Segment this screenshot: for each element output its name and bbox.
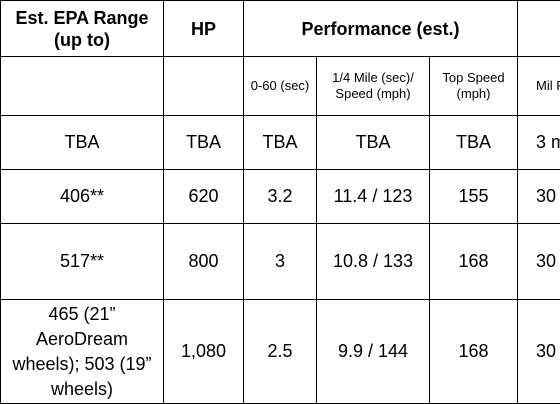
cell-zero-sixty: 3.2	[243, 169, 317, 224]
header-range: Est. EPA Range (up to)	[0, 0, 164, 57]
cell-quarter-mile: 11.4 / 123	[316, 169, 430, 224]
subheader-partial: Mil Fas	[517, 56, 560, 116]
cell-quarter-mile: TBA	[316, 115, 430, 170]
table-row: 517** 800 3 10.8 / 133 168 30 m	[0, 223, 560, 300]
cell-range: TBA	[0, 115, 164, 170]
cell-quarter-mile: 9.9 / 144	[316, 299, 430, 404]
cell-top-speed: TBA	[428, 115, 519, 170]
subheader-empty-hp	[163, 56, 244, 116]
cell-top-speed: 168	[428, 299, 519, 404]
cell-zero-sixty: 2.5	[243, 299, 317, 404]
cell-zero-sixty: 3	[243, 223, 317, 300]
cell-top-speed: 168	[428, 223, 519, 300]
cell-hp: 800	[163, 223, 244, 300]
cell-top-speed: 155	[428, 169, 519, 224]
cell-hp: 620	[163, 169, 244, 224]
cell-partial: 30 m	[517, 223, 560, 300]
cell-partial: 3 m	[517, 115, 560, 170]
cell-partial: 30 m	[517, 169, 560, 224]
table-row: TBA TBA TBA TBA TBA 3 m	[0, 115, 560, 170]
table-row: 465 (21” AeroDream wheels); 503 (19” whe…	[0, 299, 560, 404]
cell-zero-sixty: TBA	[243, 115, 317, 170]
cell-range: 517**	[0, 223, 164, 300]
header-row: Est. EPA Range (up to) HP Performance (e…	[0, 0, 560, 57]
cell-quarter-mile: 10.8 / 133	[316, 223, 430, 300]
header-hp: HP	[163, 0, 244, 57]
cell-range: 406**	[0, 169, 164, 224]
cell-hp: 1,080	[163, 299, 244, 404]
table-row: 406** 620 3.2 11.4 / 123 155 30 m	[0, 169, 560, 224]
cell-range: 465 (21” AeroDream wheels); 503 (19” whe…	[0, 299, 164, 404]
cell-partial: 30 m	[517, 299, 560, 404]
subheader-quarter-mile: 1/4 Mile (sec)/ Speed (mph)	[316, 56, 430, 116]
subheader-empty-range	[0, 56, 164, 116]
subheader-zero-sixty: 0-60 (sec)	[243, 56, 317, 116]
cell-hp: TBA	[163, 115, 244, 170]
header-partial-cell	[517, 0, 560, 57]
subheader-top-speed: Top Speed (mph)	[428, 56, 519, 116]
subheader-row: 0-60 (sec) 1/4 Mile (sec)/ Speed (mph) T…	[0, 56, 560, 116]
header-performance: Performance (est.)	[242, 0, 519, 57]
